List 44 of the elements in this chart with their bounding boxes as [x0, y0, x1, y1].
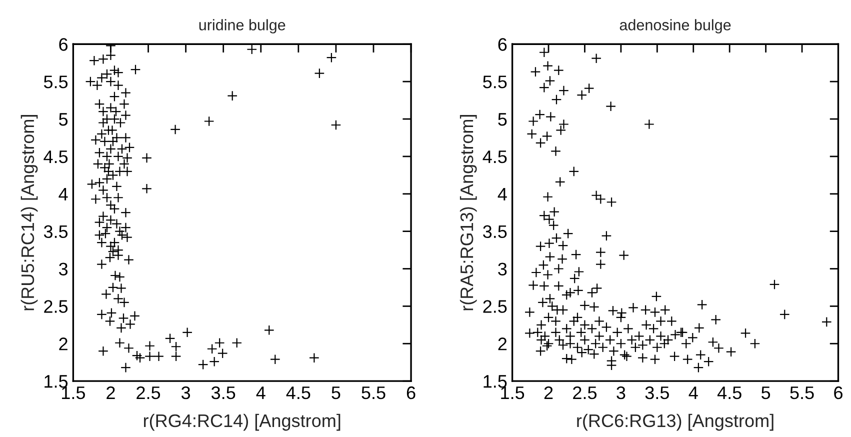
y-tick-label: 4.5	[44, 150, 68, 164]
x-tick-label: 2	[106, 386, 115, 400]
x-tick-label: 4	[256, 386, 266, 400]
chart-title: uridine bulge	[199, 19, 286, 34]
y-tick-label: 2.5	[44, 300, 68, 313]
x-tick-label: 2.5	[573, 386, 597, 400]
x-tick-label: 4.5	[717, 386, 742, 400]
x-tick-label: 6	[406, 386, 416, 400]
y-axis-title: r(RU5:RC14) [Angstrom]	[20, 115, 38, 310]
chart-title: adenosine bulge	[620, 19, 731, 34]
y-tick-label: 5	[59, 113, 68, 126]
x-tick-label: 5.5	[790, 386, 814, 400]
x-tick-label: 2.5	[136, 386, 160, 400]
x-tick-label: 5	[762, 386, 770, 400]
y-tick-label: 6	[59, 38, 68, 51]
y-tick-label: 4.5	[482, 150, 507, 164]
y-tick-label: 1.5	[484, 375, 507, 388]
y-tick-label: 5.5	[483, 76, 507, 88]
y-tick-label: 4	[58, 188, 68, 200]
y-tick-label: 2	[59, 338, 68, 350]
y-tick-label: 5.5	[44, 76, 68, 88]
x-tick-label: 5.5	[362, 386, 386, 400]
y-axis-title: r(RA5:RG13) [Angstrom]	[460, 115, 477, 310]
y-tick-label: 6	[498, 38, 507, 51]
y-tick-label: 3.5	[483, 225, 507, 238]
x-tick-label: 6	[834, 386, 842, 400]
y-tick-label: 3	[498, 262, 507, 276]
x-tick-label: 3.5	[645, 386, 669, 400]
y-tick-label: 2.5	[483, 300, 507, 313]
x-tick-label: 4	[688, 386, 698, 400]
x-tick-label: 5	[332, 386, 340, 400]
x-axis-title: r(RG4:RC14) [Angstrom]	[144, 414, 340, 431]
x-tick-label: 3.5	[211, 386, 236, 400]
y-tick-label: 3.5	[44, 225, 68, 238]
y-tick-label: 3	[58, 262, 68, 276]
y-tick-label: 2	[498, 338, 507, 350]
x-tick-label: 4.5	[286, 386, 310, 400]
x-tick-label: 2	[544, 386, 553, 400]
y-tick-label: 4	[498, 188, 507, 200]
x-tick-label: 3	[181, 386, 190, 400]
y-tick-label: 5	[498, 113, 507, 126]
x-tick-label: 3	[616, 386, 626, 400]
x-axis-title: r(RC6:RG13) [Angstrom]	[577, 414, 774, 431]
y-tick-label: 1.5	[44, 375, 68, 388]
